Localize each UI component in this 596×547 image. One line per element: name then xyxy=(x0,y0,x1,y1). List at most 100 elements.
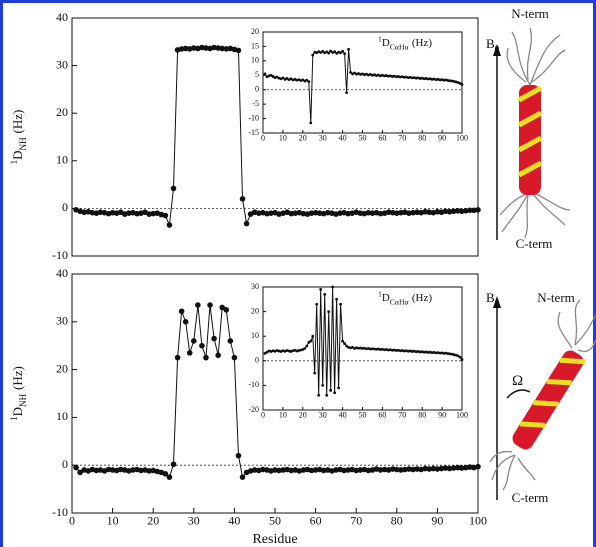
data-point xyxy=(126,210,132,216)
data-point xyxy=(406,210,412,216)
data-point xyxy=(398,467,404,473)
data-point xyxy=(357,210,364,216)
data-point xyxy=(430,465,437,472)
x-tick-label: 30 xyxy=(319,134,327,143)
label-sup: 1 xyxy=(378,35,382,44)
data-point xyxy=(458,465,465,471)
data-point xyxy=(235,47,242,54)
data-point xyxy=(324,209,331,216)
data-point xyxy=(239,474,246,480)
data-point xyxy=(268,210,274,216)
data-point xyxy=(327,51,331,55)
data-point xyxy=(454,464,461,471)
data-point xyxy=(406,466,412,472)
data-point xyxy=(345,91,348,94)
data-point xyxy=(458,355,462,359)
data-point xyxy=(389,466,396,472)
data-point xyxy=(467,207,473,214)
helix-stripes xyxy=(517,85,543,178)
x-tick-label: 30 xyxy=(319,411,327,420)
y-tick-label: -20 xyxy=(248,405,259,414)
data-point xyxy=(446,208,453,215)
data-point xyxy=(467,464,473,470)
axis-label: 1DCαHα (Hz) xyxy=(378,35,432,52)
data-point xyxy=(292,210,299,216)
data-point xyxy=(327,310,331,313)
data-point xyxy=(313,371,317,375)
data-point xyxy=(300,467,307,473)
label-sub: NH xyxy=(18,137,28,151)
data-point xyxy=(410,466,416,473)
data-point xyxy=(389,209,396,216)
arrow-head xyxy=(493,296,501,308)
y-tick-label: -5 xyxy=(252,99,259,108)
data-point xyxy=(150,210,156,217)
data-point xyxy=(454,207,461,214)
data-point xyxy=(345,210,351,217)
data-point xyxy=(422,465,429,472)
x-tick-label: 20 xyxy=(147,513,159,527)
x-tick-label: 100 xyxy=(456,411,468,420)
data-point xyxy=(349,71,352,74)
data-point xyxy=(377,210,384,217)
label-main: D xyxy=(10,150,25,159)
x-tick-label: 70 xyxy=(350,513,362,527)
x-tick-label: 20 xyxy=(299,134,307,143)
data-point xyxy=(97,209,104,216)
x-tick-label: 40 xyxy=(228,513,240,527)
c-term-label: C-term xyxy=(512,490,549,505)
y-tick-label: 40 xyxy=(56,10,68,24)
data-point xyxy=(77,469,83,476)
data-point xyxy=(450,465,457,471)
data-point xyxy=(199,44,205,51)
x-tick-label: 100 xyxy=(469,513,487,527)
data-point xyxy=(170,461,177,468)
axis-label: 1DNH (Hz) xyxy=(9,366,28,421)
y-tick-label: 20 xyxy=(56,361,68,375)
data-point xyxy=(434,208,441,215)
x-tick-label: 100 xyxy=(456,134,468,143)
data-point xyxy=(235,452,242,459)
data-point xyxy=(463,464,469,471)
x-tick-label: 0 xyxy=(261,411,265,420)
data-point xyxy=(442,208,449,215)
y-tick-label: 10 xyxy=(251,331,259,340)
data-point xyxy=(305,78,309,82)
data-point xyxy=(381,466,388,473)
data-point xyxy=(347,47,350,51)
data-point xyxy=(319,288,323,291)
data-point xyxy=(178,46,185,52)
y-tick-label: 10 xyxy=(56,153,68,167)
data-point xyxy=(223,307,230,313)
label-unit: (Hz) xyxy=(10,110,25,134)
data-point xyxy=(333,467,339,473)
x-tick-label: 70 xyxy=(398,411,406,420)
data-point xyxy=(211,44,217,51)
data-point xyxy=(195,302,201,308)
x-tick-label: 30 xyxy=(188,513,200,527)
y-tick-label: 20 xyxy=(251,306,259,315)
data-point xyxy=(81,209,87,216)
y-tick-label: 5 xyxy=(255,70,259,79)
data-point xyxy=(320,467,327,474)
y-tick-label: -10 xyxy=(52,505,68,519)
label-sub: CαHα xyxy=(390,42,409,51)
y-tick-label: 10 xyxy=(251,56,259,65)
label-sup: 1 xyxy=(9,416,19,421)
data-point xyxy=(315,302,319,306)
data-point xyxy=(438,465,445,472)
data-point xyxy=(343,342,346,345)
data-point xyxy=(138,467,144,474)
label-sup: 1 xyxy=(378,290,382,299)
data-point xyxy=(243,220,250,227)
data-point xyxy=(460,83,464,86)
y-tick-label: 30 xyxy=(251,282,259,291)
data-point xyxy=(134,210,140,217)
x-tick-label: 80 xyxy=(418,411,426,420)
y-tick-label: 15 xyxy=(251,41,259,50)
data-point xyxy=(182,319,189,325)
data-point xyxy=(303,347,307,350)
data-point xyxy=(309,339,313,343)
